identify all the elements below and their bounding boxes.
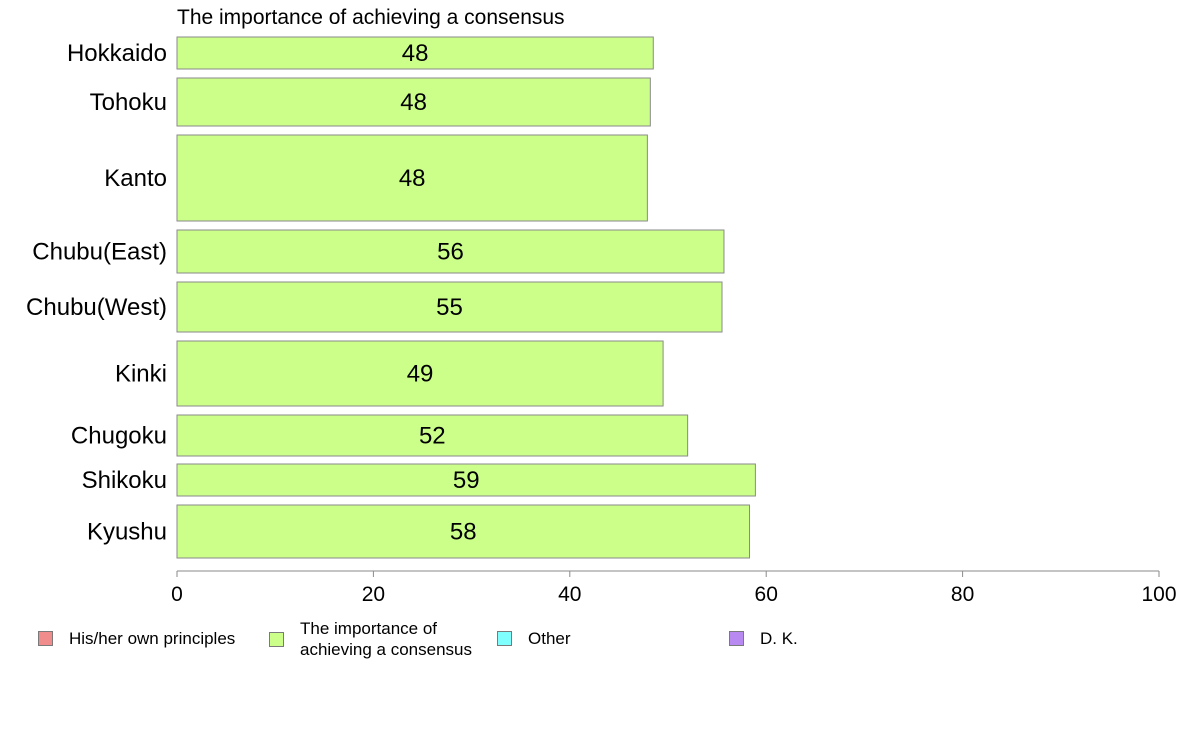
bar (176, 77, 651, 127)
data-label-group: 48 48 48 56 55 49 52 59 58 (399, 40, 480, 546)
x-tick-label: 60 (755, 583, 778, 606)
category-label: Chubu(East) (32, 239, 167, 266)
legend-item-other: Other (497, 628, 571, 649)
bar (176, 463, 756, 497)
legend-swatch (729, 631, 744, 646)
category-label: Chubu(West) (26, 294, 167, 321)
bar (176, 340, 664, 407)
bar (176, 504, 751, 559)
bar-value-label: 48 (399, 165, 426, 192)
bar (176, 414, 689, 457)
bar (176, 229, 725, 274)
bar (176, 36, 654, 70)
x-tick-label: 0 (171, 583, 183, 606)
category-label: Kanto (104, 165, 167, 192)
bar (176, 134, 648, 222)
bar-value-label: 55 (436, 294, 463, 321)
legend-label: D. K. (760, 629, 798, 648)
category-label: Kyushu (87, 519, 167, 546)
legend-item-own-principles: His/her own principles (38, 628, 235, 649)
legend: His/her own principles The importance of… (0, 618, 1188, 668)
bar-value-label: 49 (407, 361, 434, 388)
category-label: Tohoku (90, 89, 167, 116)
legend-label: Other (528, 629, 571, 648)
legend-label: His/her own principles (69, 629, 236, 648)
bar-value-label: 48 (400, 89, 427, 116)
bar-value-label: 52 (419, 423, 446, 450)
bar-value-label: 56 (437, 239, 464, 266)
legend-label: The importance of achieving a consensus (300, 619, 473, 659)
x-tick-label: 80 (951, 583, 974, 606)
bar-value-label: 48 (402, 40, 429, 67)
category-label: Chugoku (71, 423, 167, 450)
legend-item-dk: D. K. (729, 628, 798, 649)
category-label: Hokkaido (67, 40, 167, 67)
category-label: Kinki (115, 361, 167, 388)
legend-swatch (497, 631, 512, 646)
bar (176, 281, 723, 333)
legend-swatch (269, 631, 284, 647)
chart-title: The importance of achieving a consensus (177, 6, 565, 29)
bar-group (176, 36, 756, 559)
legend-swatch (38, 631, 53, 646)
bar-value-label: 59 (453, 467, 480, 494)
x-tick-label: 40 (558, 583, 581, 606)
bar-value-label: 58 (450, 519, 477, 546)
category-label: Shikoku (82, 467, 167, 494)
category-label-group: Hokkaido Tohoku Kanto Chubu(East) Chubu(West… (26, 40, 167, 546)
x-axis: 0 20 40 60 80 100 (171, 570, 1177, 606)
x-tick-label: 20 (362, 583, 385, 606)
x-tick-label: 100 (1141, 583, 1176, 606)
legend-item-consensus: The importance of achieving a consensus (269, 618, 499, 660)
